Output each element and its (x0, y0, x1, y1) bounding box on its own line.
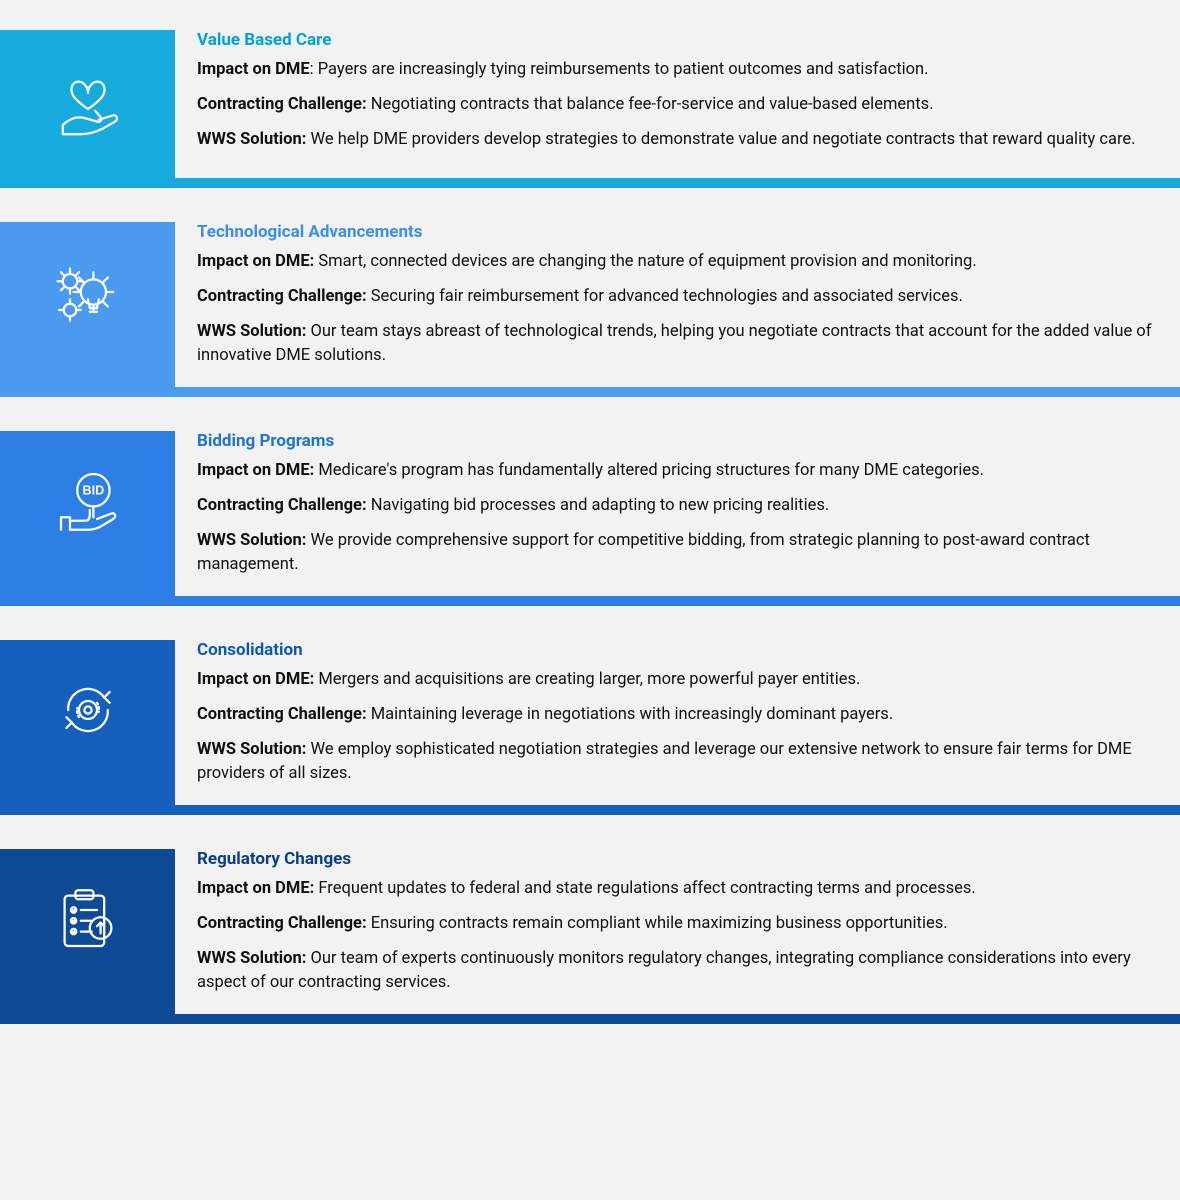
content: Bidding Programs Impact on DME: Medicare… (175, 431, 1180, 588)
solution-row: WWS Solution: We employ sophisticated ne… (197, 738, 1160, 788)
challenge-row: Contracting Challenge: Securing fair rei… (197, 285, 1160, 310)
challenge-text: Ensuring contracts remain compliant whil… (367, 914, 948, 933)
section-title: Consolidation (197, 640, 1160, 660)
solution-label: WWS Solution: (197, 130, 306, 149)
impact-label: Impact on DME: (197, 461, 314, 480)
section-1: Technological Advancements Impact on DME… (0, 222, 1180, 379)
impact-text: Medicare's program has fundamentally alt… (318, 461, 984, 480)
impact-text: Frequent updates to federal and state re… (318, 879, 975, 898)
icon-box (0, 222, 175, 362)
solution-row: WWS Solution: We help DME providers deve… (197, 128, 1160, 153)
section-4: Regulatory Changes Impact on DME: Freque… (0, 849, 1180, 1006)
impact-row: Impact on DME: Payers are increasingly t… (197, 58, 1160, 83)
impact-label: Impact on DME (197, 60, 310, 79)
accent-bar (175, 596, 1180, 606)
solution-text: We help DME providers develop strategies… (306, 130, 1135, 149)
challenge-row: Contracting Challenge: Ensuring contract… (197, 912, 1160, 937)
solution-text: We employ sophisticated negotiation stra… (197, 740, 1132, 784)
solution-text: Our team of experts continuously monitor… (197, 949, 1131, 993)
challenge-label: Contracting Challenge: (197, 914, 367, 933)
icon-box-extension (0, 780, 175, 815)
solution-label: WWS Solution: (197, 531, 306, 550)
solution-label: WWS Solution: (197, 949, 306, 968)
solution-label: WWS Solution: (197, 322, 306, 341)
icon-box-extension (0, 989, 175, 1024)
icon-box: BID (0, 431, 175, 571)
solution-row: WWS Solution: Our team of experts contin… (197, 947, 1160, 997)
challenge-label: Contracting Challenge: (197, 95, 367, 114)
challenge-row: Contracting Challenge: Negotiating contr… (197, 93, 1160, 118)
impact-text: Mergers and acquisitions are creating la… (318, 670, 860, 689)
impact-label: Impact on DME: (197, 252, 314, 271)
challenge-row: Contracting Challenge: Maintaining lever… (197, 703, 1160, 728)
accent-bar (175, 1014, 1180, 1024)
solution-row: WWS Solution: We provide comprehensive s… (197, 529, 1160, 579)
accent-bar (175, 805, 1180, 815)
impact-text: Smart, connected devices are changing th… (318, 252, 976, 271)
content: Consolidation Impact on DME: Mergers and… (175, 640, 1180, 797)
solution-row: WWS Solution: Our team stays abreast of … (197, 320, 1160, 370)
section-2: BID Bidding Programs Impact on DME: Medi… (0, 431, 1180, 588)
challenge-label: Contracting Challenge: (197, 496, 367, 515)
accent-bar (175, 387, 1180, 397)
challenge-text: Negotiating contracts that balance fee-f… (367, 95, 934, 114)
challenge-text: Maintaining leverage in negotiations wit… (367, 705, 894, 724)
svg-text:BID: BID (82, 484, 104, 498)
impact-row: Impact on DME: Medicare's program has fu… (197, 459, 1160, 484)
icon-box (0, 30, 175, 170)
icon-box-extension (0, 571, 175, 606)
icon-box (0, 849, 175, 989)
icon-box (0, 640, 175, 780)
challenge-text: Securing fair reimbursement for advanced… (367, 287, 963, 306)
solution-text: Our team stays abreast of technological … (197, 322, 1151, 366)
section-title: Regulatory Changes (197, 849, 1160, 869)
challenge-text: Navigating bid processes and adapting to… (367, 496, 830, 515)
challenge-label: Contracting Challenge: (197, 705, 367, 724)
content: Value Based Care Impact on DME: Payers a… (175, 30, 1180, 170)
solution-label: WWS Solution: (197, 740, 306, 759)
impact-label: Impact on DME: (197, 670, 314, 689)
solution-text: We provide comprehensive support for com… (197, 531, 1090, 575)
section-0: Value Based Care Impact on DME: Payers a… (0, 30, 1180, 170)
impact-row: Impact on DME: Mergers and acquisitions … (197, 668, 1160, 693)
impact-sep: : (310, 60, 318, 79)
impact-row: Impact on DME: Smart, connected devices … (197, 250, 1160, 275)
section-title: Bidding Programs (197, 431, 1160, 451)
impact-text: Payers are increasingly tying reimbursem… (318, 60, 929, 79)
section-title: Technological Advancements (197, 222, 1160, 242)
icon-box-extension (0, 170, 175, 188)
section-3: Consolidation Impact on DME: Mergers and… (0, 640, 1180, 797)
impact-row: Impact on DME: Frequent updates to feder… (197, 877, 1160, 902)
accent-bar (175, 178, 1180, 188)
challenge-label: Contracting Challenge: (197, 287, 367, 306)
icon-box-extension (0, 362, 175, 397)
section-title: Value Based Care (197, 30, 1160, 50)
challenge-row: Contracting Challenge: Navigating bid pr… (197, 494, 1160, 519)
content: Technological Advancements Impact on DME… (175, 222, 1180, 379)
content: Regulatory Changes Impact on DME: Freque… (175, 849, 1180, 1006)
impact-label: Impact on DME: (197, 879, 314, 898)
